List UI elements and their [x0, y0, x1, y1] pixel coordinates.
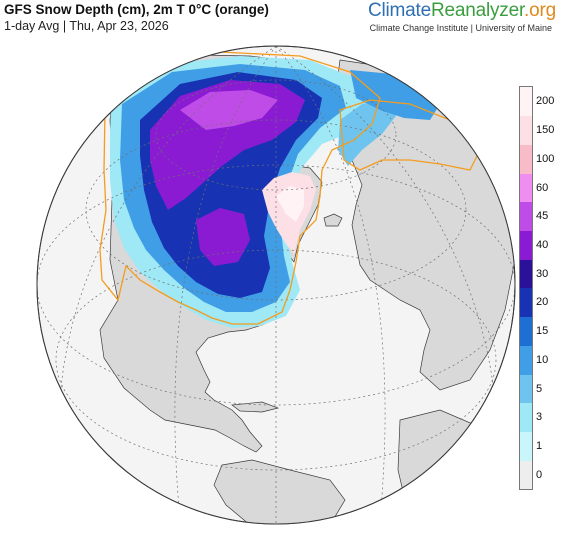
map-title: GFS Snow Depth (cm), 2m T 0°C (orange): [4, 2, 269, 17]
legend-label-3: 3: [536, 411, 543, 424]
brand-part-climate: Climate: [367, 0, 431, 21]
map-subtitle: 1-day Avg | Thu, Apr 23, 2026: [4, 19, 169, 33]
legend-label-150: 150: [536, 124, 555, 137]
legend-label-200: 200: [536, 95, 555, 108]
legend-swatch-10: [520, 345, 532, 375]
legend-label-60: 60: [536, 181, 549, 194]
legend-label-1: 1: [536, 439, 543, 452]
color-legend: [519, 86, 533, 490]
legend-swatch-3: [520, 402, 532, 433]
legend-label-0: 0: [536, 468, 543, 481]
brand-logo[interactable]: ClimateReanalyzer.org: [368, 0, 556, 22]
legend-label-10: 10: [536, 353, 549, 366]
legend-label-15: 15: [536, 325, 549, 338]
legend-label-20: 20: [536, 296, 549, 309]
brand-part-reanalyzer: Reanalyzer: [430, 0, 525, 21]
legend-swatch-0: [520, 460, 532, 490]
legend-swatch-45: [520, 201, 532, 232]
legend-label-40: 40: [536, 238, 549, 251]
snow-scandinavia: [338, 100, 396, 166]
legend-swatch-20: [520, 288, 532, 318]
legend-swatch-100: [520, 144, 532, 174]
legend-swatch-40: [520, 230, 532, 260]
legend-swatch-1: [520, 431, 532, 461]
snow-depth-layer: [110, 56, 440, 328]
legend-swatch-15: [520, 316, 532, 346]
legend-swatch-150: [520, 115, 532, 145]
snow-very-deep-2: [196, 208, 250, 266]
legend-label-30: 30: [536, 267, 549, 280]
brand-part-org: .org: [524, 0, 556, 21]
legend-label-100: 100: [536, 152, 555, 165]
freezing-line-0c: [99, 51, 381, 325]
graticule: [37, 46, 515, 524]
land-south-america: [213, 459, 346, 524]
brand-tagline: Climate Change Institute | University of…: [369, 23, 552, 33]
land-africa: [397, 409, 481, 516]
legend-label-5: 5: [536, 382, 543, 395]
legend-swatch-60: [520, 173, 532, 203]
land-caribbean: [231, 401, 280, 413]
snow-extreme-patch: [180, 90, 278, 130]
snow-greenland-core: [276, 186, 304, 222]
legend-label-45: 45: [536, 210, 549, 223]
freezing-line-eurasia: [339, 99, 481, 171]
land-iceland: [323, 213, 343, 227]
legend-swatch-5: [520, 374, 532, 404]
legend-swatch-30: [520, 259, 532, 289]
legend-swatch-200: [520, 87, 532, 117]
